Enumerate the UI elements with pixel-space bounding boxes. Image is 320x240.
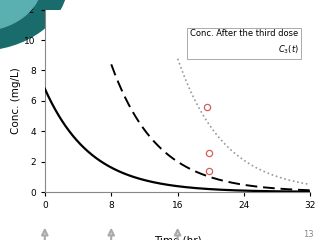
X-axis label: Time (hr): Time (hr) — [154, 235, 201, 240]
Text: Conc. After the third dose
$C_3(t)$: Conc. After the third dose $C_3(t)$ — [190, 29, 299, 56]
Text: 13: 13 — [303, 230, 314, 239]
Y-axis label: Conc. (mg/L): Conc. (mg/L) — [12, 67, 21, 134]
